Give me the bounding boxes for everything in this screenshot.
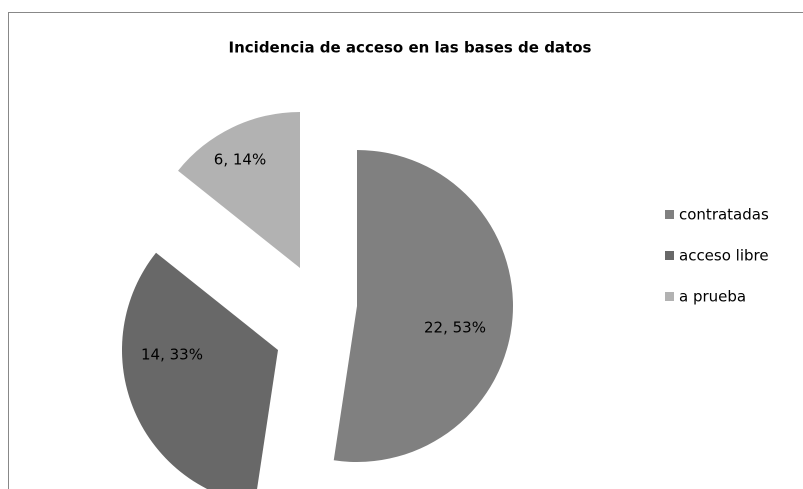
data-label: 6, 14%	[214, 151, 266, 169]
chart-title: Incidencia de acceso en las bases de dat…	[229, 39, 592, 57]
legend-swatch	[665, 210, 674, 219]
legend-label: a prueba	[679, 288, 746, 306]
pie-slice	[178, 112, 300, 268]
legend-label: acceso libre	[679, 247, 769, 265]
data-label: 22, 53%	[424, 319, 486, 337]
legend-label: contratadas	[679, 206, 769, 224]
legend-swatch	[665, 251, 674, 260]
pie-slice	[333, 150, 514, 462]
data-label: 14, 33%	[141, 346, 203, 364]
pie-slice	[122, 252, 278, 489]
legend-swatch	[665, 292, 674, 301]
